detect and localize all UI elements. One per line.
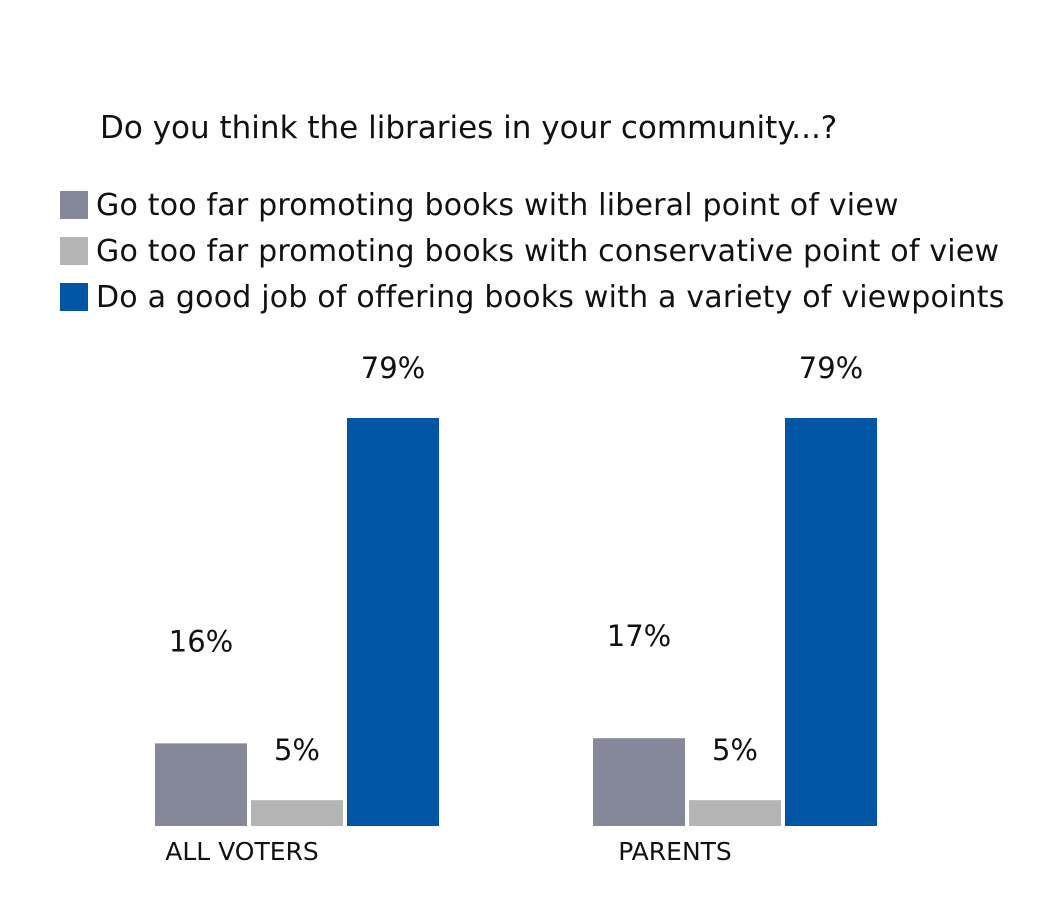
data-label-all-voters-conservative: 5%: [274, 733, 320, 767]
legend-item-variety: Do a good job of offering books with a v…: [60, 274, 1005, 320]
data-label-parents-conservative: 5%: [712, 733, 758, 767]
data-label-parents-variety: 79%: [799, 351, 863, 385]
legend-swatch-liberal: [60, 191, 88, 219]
chart-legend: Go too far promoting books with liberal …: [60, 182, 1005, 320]
legend-item-conservative: Go too far promoting books with conserva…: [60, 228, 1005, 274]
legend-swatch-conservative: [60, 237, 88, 265]
legend-label-conservative: Go too far promoting books with conserva…: [96, 233, 1000, 269]
legend-item-liberal: Go too far promoting books with liberal …: [60, 182, 1005, 228]
legend-label-liberal: Go too far promoting books with liberal …: [96, 187, 899, 223]
bar-parents-conservative: [689, 800, 781, 826]
data-label-all-voters-variety: 79%: [361, 351, 425, 385]
legend-swatch-variety: [60, 283, 88, 311]
bar-parents-liberal: [593, 738, 685, 826]
category-label-parents: PARENTS: [618, 837, 732, 866]
category-label-all-voters: ALL VOTERS: [165, 837, 319, 866]
data-label-parents-liberal: 17%: [607, 619, 671, 653]
bar-all-voters-variety: [347, 418, 439, 826]
bar-all-voters-conservative: [251, 800, 343, 826]
data-label-all-voters-liberal: 16%: [169, 624, 233, 658]
chart-title: Do you think the libraries in your commu…: [100, 110, 838, 146]
bar-parents-variety: [785, 418, 877, 826]
bar-all-voters-liberal: [155, 743, 247, 826]
legend-label-variety: Do a good job of offering books with a v…: [96, 279, 1005, 315]
